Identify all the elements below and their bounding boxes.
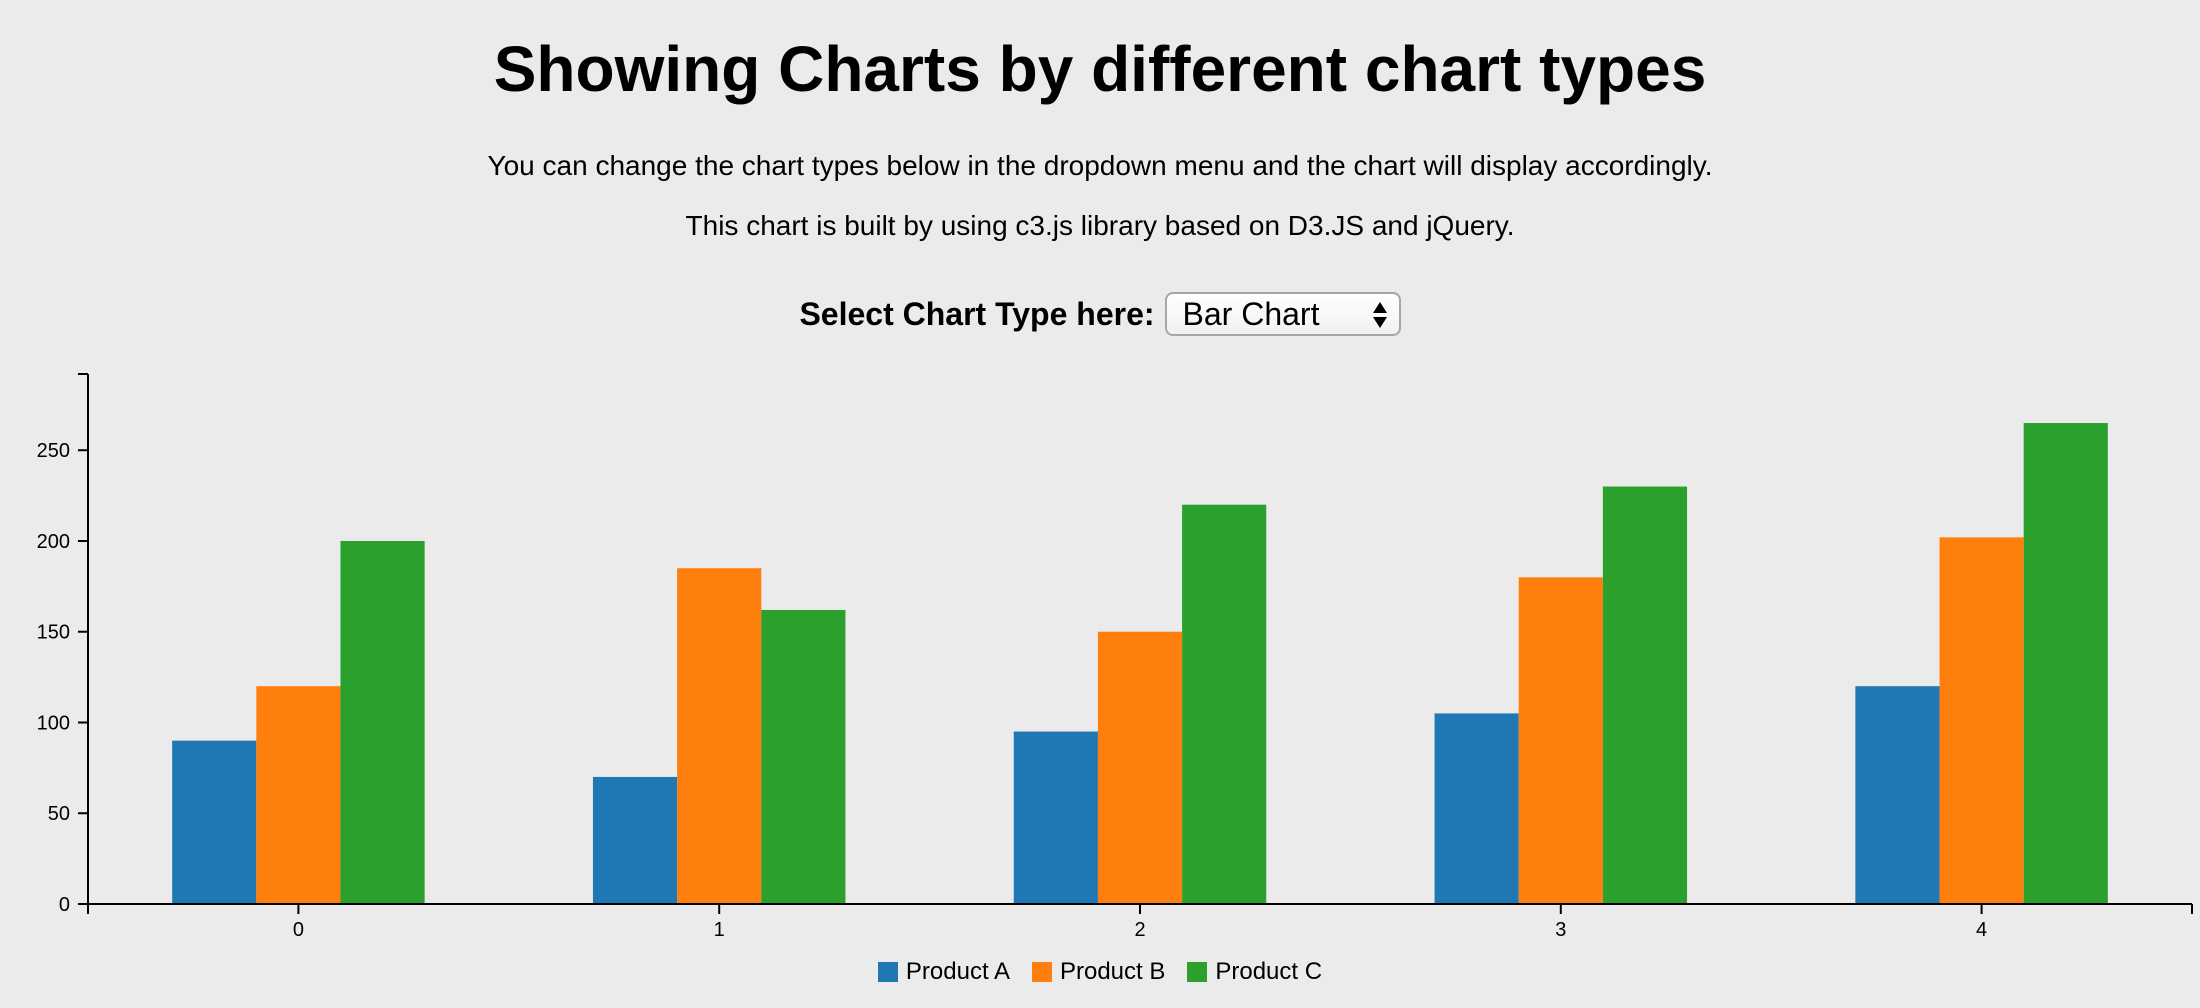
y-tick-label: 50 bbox=[48, 803, 70, 825]
legend-item-product-b[interactable]: Product B bbox=[1031, 958, 1166, 986]
bar-chart: 0 50 100 150 200 250 0 1 2 3 4 bbox=[0, 360, 2200, 1008]
y-tick-label: 100 bbox=[37, 712, 70, 734]
bar-product-a-3 bbox=[1434, 713, 1519, 904]
bar-product-c-3 bbox=[1602, 486, 1688, 904]
description-dropdown: You can change the chart types below in … bbox=[487, 150, 1713, 181]
y-tick-label: 250 bbox=[37, 440, 70, 462]
y-tick-label: 0 bbox=[59, 894, 70, 916]
bar-chart-svg: 0 50 100 150 200 250 0 1 2 3 4 bbox=[37, 373, 2193, 941]
page-title: Showing Charts by different chart types bbox=[493, 33, 1707, 105]
description-library: This chart is built by using c3.js libra… bbox=[685, 210, 1515, 241]
bar-product-b-2 bbox=[1097, 631, 1183, 904]
legend-swatch bbox=[877, 962, 898, 982]
x-tick-label: 2 bbox=[1134, 919, 1145, 941]
bar-product-c-4 bbox=[2023, 423, 2108, 904]
chart-type-label: Select Chart Type here: bbox=[799, 295, 1155, 332]
bar-product-a-1 bbox=[592, 776, 678, 904]
bar-product-b-1 bbox=[677, 568, 762, 904]
legend-swatch bbox=[1031, 962, 1052, 982]
chart-legend: Product A Product B Product C bbox=[0, 958, 2200, 986]
legend-label: Product C bbox=[1215, 958, 1323, 985]
select-updown-arrows-icon bbox=[1372, 302, 1387, 328]
bar-product-b-0 bbox=[256, 686, 341, 904]
bar-product-c-2 bbox=[1182, 504, 1267, 904]
chart-type-selector-row: Select Chart Type here: Bar Chart bbox=[0, 292, 2200, 336]
chart-type-select[interactable]: Bar Chart bbox=[1164, 292, 1401, 336]
y-tick-label: 150 bbox=[37, 622, 70, 644]
x-tick-label: 4 bbox=[1976, 919, 1987, 941]
chart-type-selected-value: Bar Chart bbox=[1182, 295, 1320, 332]
x-tick-label: 3 bbox=[1555, 919, 1566, 941]
bar-product-c-1 bbox=[761, 609, 846, 904]
bar-product-a-0 bbox=[172, 740, 257, 904]
bar-product-a-2 bbox=[1013, 731, 1098, 904]
x-tick-label: 1 bbox=[714, 919, 725, 941]
legend-label: Product B bbox=[1059, 958, 1166, 985]
y-tick-label: 200 bbox=[37, 531, 70, 553]
legend-item-product-a[interactable]: Product A bbox=[877, 958, 1010, 986]
bar-product-a-4 bbox=[1855, 686, 1940, 904]
x-tick-label: 0 bbox=[293, 919, 304, 941]
bar-product-c-0 bbox=[340, 540, 425, 904]
legend-label: Product A bbox=[905, 958, 1010, 985]
bar-product-b-4 bbox=[1939, 537, 2024, 904]
bar-product-b-3 bbox=[1518, 577, 1603, 904]
legend-swatch bbox=[1187, 962, 1208, 982]
legend-item-product-c[interactable]: Product C bbox=[1187, 958, 1322, 986]
